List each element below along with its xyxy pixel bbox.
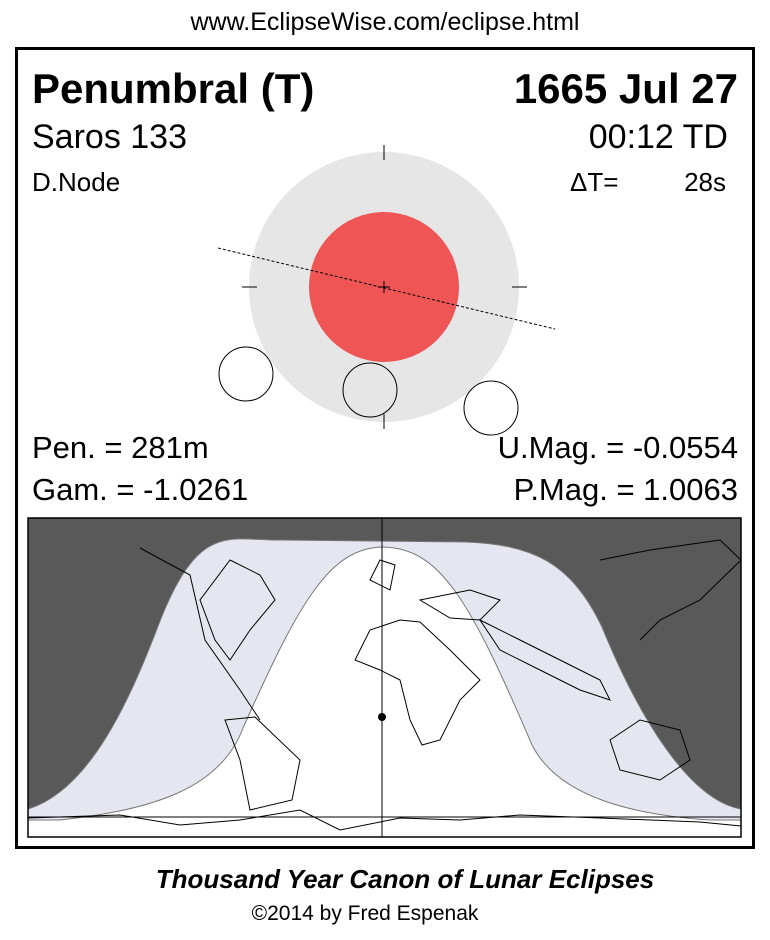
eclipse-date: 1665 Jul 27 (513, 65, 738, 112)
greatest-eclipse-point (378, 713, 386, 721)
gamma: Gam. = -1.0261 (32, 472, 249, 507)
eclipse-panel (15, 47, 755, 849)
delta-t-value: 28s (684, 167, 726, 197)
moon-p1 (218, 346, 274, 402)
umbral-magnitude: U.Mag. = -0.0554 (497, 430, 738, 465)
penumbral-duration: Pen. = 281m (32, 430, 209, 465)
eclipse-type: Penumbral (T) (32, 65, 315, 112)
saros: Saros 133 (32, 118, 187, 156)
footer-title: Thousand Year Canon of Lunar Eclipses (155, 864, 655, 894)
copyright: ©2014 by Fred Espenak (251, 902, 479, 925)
moon-p4 (463, 380, 519, 436)
time: 00:12 TD (588, 118, 728, 156)
node: D.Node (32, 167, 121, 197)
penumbral-magnitude: P.Mag. = 1.0063 (513, 472, 738, 507)
axis-ticks (242, 145, 527, 429)
visible-region (28, 546, 741, 837)
moon-path (217, 247, 556, 330)
delta-t-label: ΔT= (570, 167, 619, 197)
moon-greatest (342, 362, 398, 418)
url: www.EclipseWise.com/eclipse.html (190, 8, 580, 36)
